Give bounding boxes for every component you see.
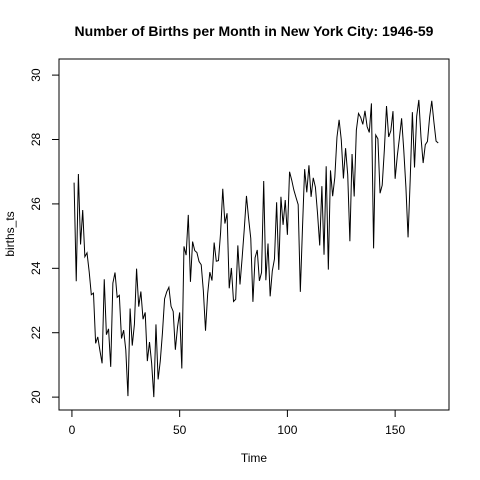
y-tick-label: 22 (29, 326, 43, 340)
chart-title: Number of Births per Month in New York C… (75, 23, 434, 39)
x-tick-label: 0 (69, 423, 76, 437)
x-tick-label: 50 (173, 423, 187, 437)
y-tick-label: 20 (29, 390, 43, 404)
y-tick-label: 26 (29, 197, 43, 211)
y-axis-label: births_ts (3, 211, 17, 256)
y-tick-label: 30 (29, 68, 43, 82)
y-tick-label: 28 (29, 133, 43, 147)
x-axis-label: Time (241, 451, 268, 465)
series-line-births (73, 99, 439, 398)
x-tick-label: 100 (277, 423, 297, 437)
plot-frame (58, 58, 450, 411)
y-tick-label: 24 (29, 261, 43, 275)
x-tick-label: 150 (385, 423, 405, 437)
x-axis: 0 50 100 150 (69, 409, 405, 437)
y-axis: 20 22 24 26 28 30 (29, 68, 60, 404)
